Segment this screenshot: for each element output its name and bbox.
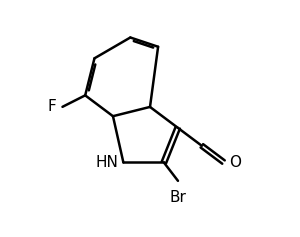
Text: Br: Br (169, 190, 186, 205)
Text: O: O (229, 155, 241, 169)
Text: F: F (48, 99, 57, 114)
Text: HN: HN (96, 155, 119, 170)
